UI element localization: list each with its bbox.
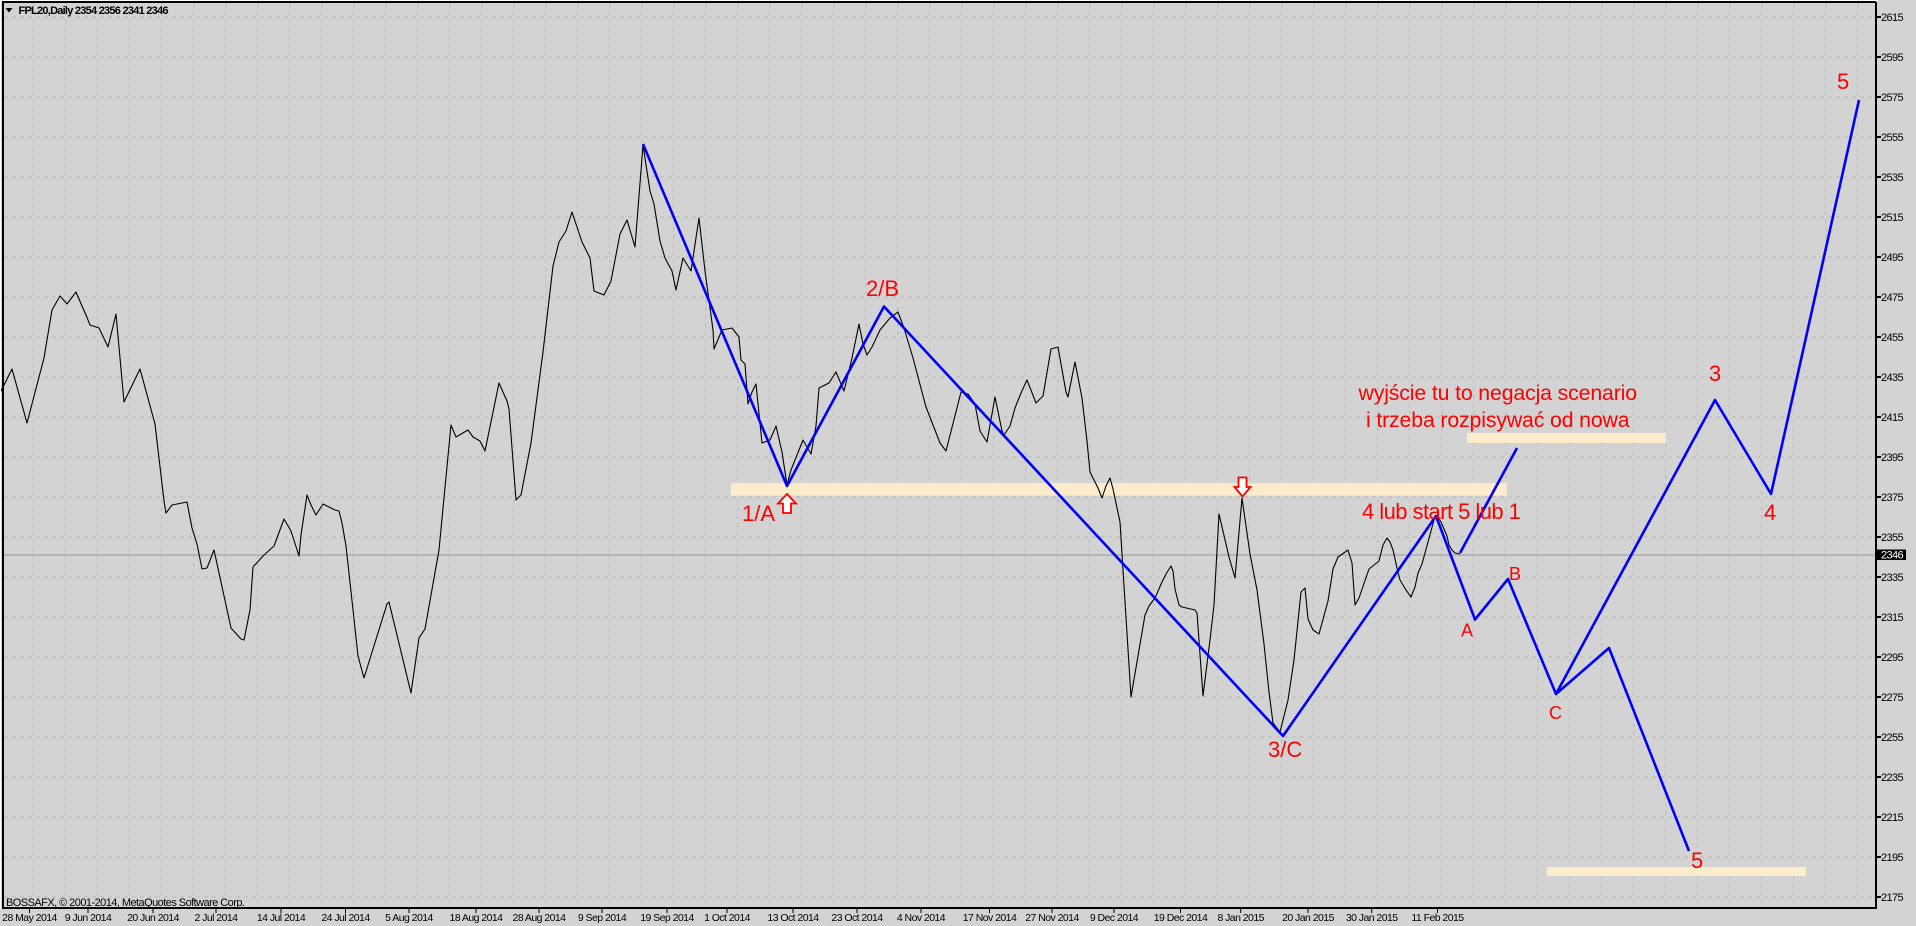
svg-text:C: C	[1549, 703, 1562, 723]
svg-text:28 Aug 2014: 28 Aug 2014	[513, 912, 567, 924]
svg-text:2175: 2175	[1881, 892, 1904, 904]
svg-text:wyjście tu to negacja scenario: wyjście tu to negacja scenario	[1358, 381, 1637, 405]
svg-text:FPL20,Daily 2354 2356 2341 23: FPL20,Daily 2354 2356 2341 2346	[19, 5, 169, 17]
svg-text:BOSSAFX, © 2001-2014, MetaQuot: BOSSAFX, © 2001-2014, MetaQuotes Softwar…	[6, 897, 245, 909]
svg-text:14 Jul 2014: 14 Jul 2014	[257, 912, 306, 924]
svg-text:18 Aug 2014: 18 Aug 2014	[450, 912, 504, 924]
svg-text:2195: 2195	[1881, 852, 1904, 864]
svg-text:2555: 2555	[1881, 132, 1904, 144]
svg-text:2346: 2346	[1881, 550, 1904, 562]
svg-text:3: 3	[1709, 361, 1721, 386]
svg-text:2255: 2255	[1881, 732, 1904, 744]
svg-text:1 Oct 2014: 1 Oct 2014	[704, 912, 751, 924]
svg-text:2/B: 2/B	[866, 276, 899, 301]
svg-text:17 Nov 2014: 17 Nov 2014	[963, 912, 1017, 924]
svg-text:20 Jun 2014: 20 Jun 2014	[127, 912, 179, 924]
svg-text:2315: 2315	[1881, 612, 1904, 624]
svg-text:5: 5	[1691, 848, 1703, 873]
svg-text:2535: 2535	[1881, 172, 1904, 184]
svg-text:27 Nov 2014: 27 Nov 2014	[1025, 912, 1079, 924]
svg-text:8 Jan 2015: 8 Jan 2015	[1217, 912, 1264, 924]
svg-text:A: A	[1461, 621, 1473, 641]
svg-text:9 Sep 2014: 9 Sep 2014	[578, 912, 627, 924]
svg-text:2435: 2435	[1881, 372, 1904, 384]
svg-text:2215: 2215	[1881, 812, 1904, 824]
svg-text:4 lub start 5 lub 1: 4 lub start 5 lub 1	[1362, 499, 1521, 524]
svg-text:4 Nov 2014: 4 Nov 2014	[897, 912, 946, 924]
svg-text:2615: 2615	[1881, 12, 1904, 24]
svg-text:2455: 2455	[1881, 332, 1904, 344]
svg-text:2235: 2235	[1881, 772, 1904, 784]
svg-text:23 Oct 2014: 23 Oct 2014	[831, 912, 883, 924]
svg-text:3/C: 3/C	[1268, 737, 1302, 762]
svg-text:5: 5	[1837, 69, 1849, 94]
svg-text:2415: 2415	[1881, 412, 1904, 424]
svg-text:2 Jul 2014: 2 Jul 2014	[195, 912, 239, 924]
svg-text:13 Oct 2014: 13 Oct 2014	[767, 912, 819, 924]
svg-text:2595: 2595	[1881, 52, 1904, 64]
svg-text:2475: 2475	[1881, 292, 1904, 304]
svg-text:1/A: 1/A	[742, 501, 775, 526]
svg-text:B: B	[1509, 564, 1521, 584]
svg-text:2575: 2575	[1881, 92, 1904, 104]
svg-text:i trzeba rozpisywać od nowa: i trzeba rozpisywać od nowa	[1366, 408, 1630, 432]
svg-text:19 Dec 2014: 19 Dec 2014	[1154, 912, 1208, 924]
svg-text:9 Jun 2014: 9 Jun 2014	[65, 912, 112, 924]
svg-text:28 May 2014: 28 May 2014	[2, 912, 57, 924]
svg-text:2515: 2515	[1881, 212, 1904, 224]
svg-text:2355: 2355	[1881, 532, 1904, 544]
svg-text:24 Jul 2014: 24 Jul 2014	[321, 912, 370, 924]
svg-text:2275: 2275	[1881, 692, 1904, 704]
svg-text:2295: 2295	[1881, 652, 1904, 664]
svg-text:20 Jan 2015: 20 Jan 2015	[1282, 912, 1334, 924]
svg-text:19 Sep 2014: 19 Sep 2014	[640, 912, 694, 924]
svg-text:2335: 2335	[1881, 572, 1904, 584]
svg-text:4: 4	[1764, 500, 1776, 525]
svg-text:2375: 2375	[1881, 492, 1904, 504]
svg-text:2495: 2495	[1881, 252, 1904, 264]
svg-text:9 Dec 2014: 9 Dec 2014	[1090, 912, 1139, 924]
svg-text:11 Feb 2015: 11 Feb 2015	[1411, 912, 1464, 924]
svg-text:2395: 2395	[1881, 452, 1904, 464]
svg-text:30 Jan 2015: 30 Jan 2015	[1346, 912, 1398, 924]
svg-text:5 Aug 2014: 5 Aug 2014	[385, 912, 433, 924]
